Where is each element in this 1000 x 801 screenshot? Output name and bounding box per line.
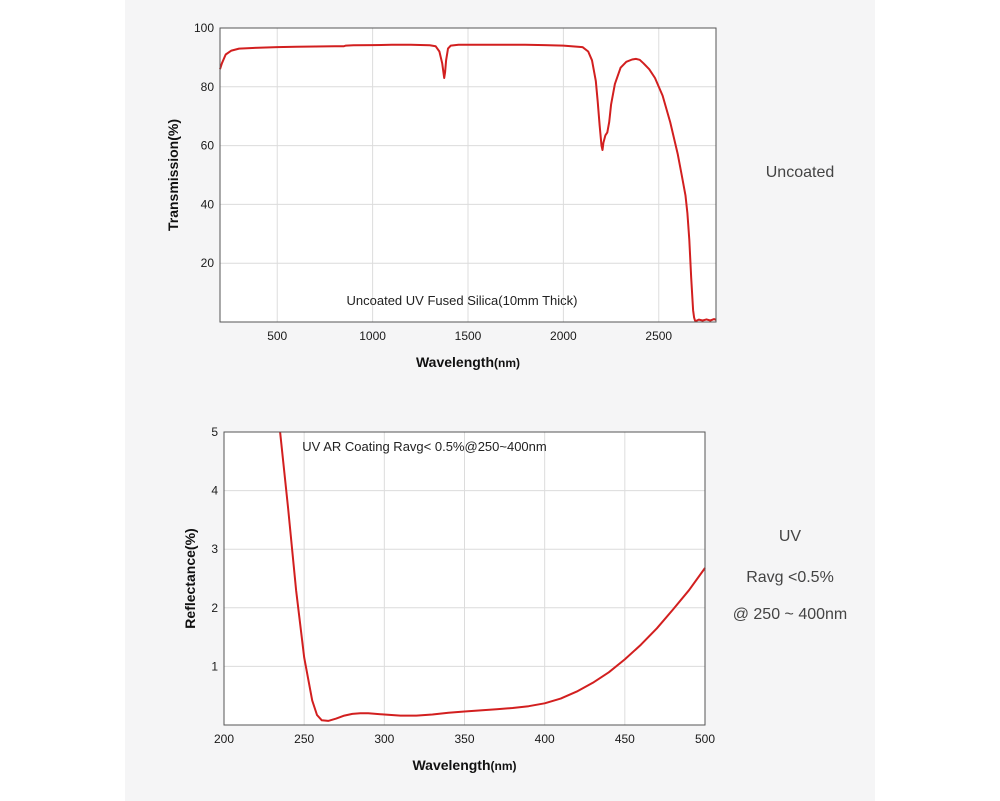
transmission-chart: 500 1000 1500 2000 2500 20 40 60 80 100 Uncoated … xyxy=(165,21,717,370)
uv-side-label: UV xyxy=(778,528,802,545)
transmission-x-tick-label: 2000 xyxy=(550,329,577,343)
reflectance-y-tick-label: 5 xyxy=(211,425,218,439)
range-side-label: @ 250 ~ 400nm xyxy=(732,606,848,623)
reflectance-x-tick-label: 400 xyxy=(535,732,555,746)
reflectance-y-tick-label: 2 xyxy=(211,601,218,615)
reflectance-annotation: UV AR Coating Ravg< 0.5%@250~400nm xyxy=(302,439,546,454)
reflectance-x-axis-label: Wavelength(nm) xyxy=(412,757,516,773)
reflectance-frame xyxy=(223,431,706,726)
uncoated-side-label: Uncoated xyxy=(765,164,835,181)
transmission-annotation: Uncoated UV Fused Silica(10mm Thick) xyxy=(347,293,578,308)
transmission-x-tick-label: 500 xyxy=(267,329,287,343)
reflectance-x-tick-label: 350 xyxy=(454,732,474,746)
transmission-x-tick-label: 1000 xyxy=(359,329,386,343)
transmission-y-tick-label: 80 xyxy=(201,80,215,94)
reflectance-x-tick-label: 300 xyxy=(374,732,394,746)
reflectance-x-tick-label: 200 xyxy=(214,732,234,746)
transmission-ticks: 500 1000 1500 2000 2500 20 40 60 80 100 xyxy=(194,21,672,343)
reflectance-x-tick-label: 250 xyxy=(294,732,314,746)
reflectance-x-tick-label: 450 xyxy=(615,732,635,746)
reflectance-ticks: 200 250 300 350 400 450 500 1 2 3 4 5 xyxy=(211,425,715,746)
reflectance-grid xyxy=(224,432,705,725)
transmission-x-tick-label: 2500 xyxy=(645,329,672,343)
reflectance-y-tick-label: 1 xyxy=(211,659,218,673)
transmission-y-tick-label: 40 xyxy=(201,197,215,211)
reflectance-chart: 200 250 300 350 400 450 500 1 2 3 4 5 UV AR Coating… xyxy=(182,425,715,773)
reflectance-x-tick-label: 500 xyxy=(695,732,715,746)
transmission-grid xyxy=(220,28,716,322)
transmission-y-axis-label: Transmission(%) xyxy=(165,119,181,231)
transmission-frame xyxy=(219,27,717,323)
transmission-x-axis-label: Wavelength(nm) xyxy=(416,354,520,370)
reflectance-y-tick-label: 3 xyxy=(211,542,218,556)
reflectance-curve xyxy=(279,431,706,722)
reflectance-y-axis-label: Reflectance(%) xyxy=(182,528,198,628)
transmission-y-tick-label: 20 xyxy=(201,256,215,270)
transmission-y-tick-label: 60 xyxy=(201,139,215,153)
ravg-side-label: Ravg <0.5% xyxy=(746,569,834,586)
transmission-y-tick-label: 100 xyxy=(194,21,214,35)
reflectance-y-tick-label: 4 xyxy=(211,484,218,498)
transmission-x-tick-label: 1500 xyxy=(455,329,482,343)
transmission-curve xyxy=(219,43,717,323)
